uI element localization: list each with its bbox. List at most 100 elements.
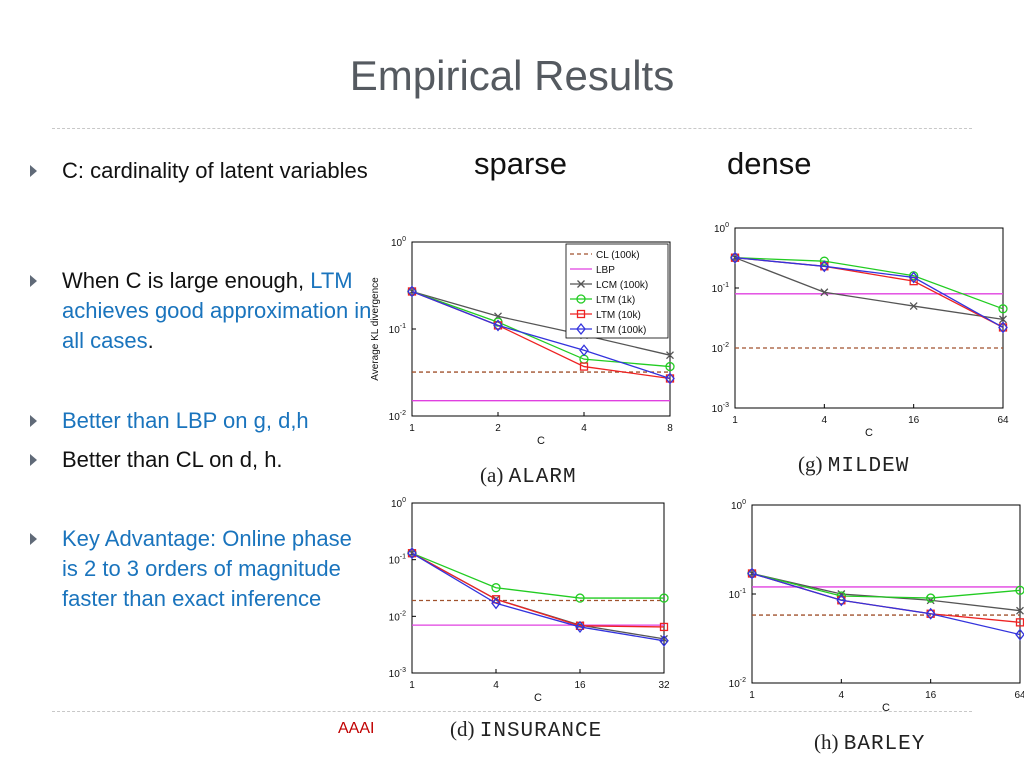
- x-tick-label: 4: [493, 680, 499, 691]
- data-point: [659, 593, 669, 603]
- data-point: [577, 280, 585, 288]
- legend-label: LTM (10k): [596, 310, 641, 321]
- dense-column-heading: dense: [727, 146, 812, 181]
- series-line: [411, 290, 671, 380]
- legend-label: LTM (1k): [596, 295, 635, 306]
- series-line: [411, 552, 665, 642]
- data-point: [666, 351, 674, 360]
- bullet-text: Better than LBP on g, d,h: [62, 408, 309, 433]
- bullet-text-plain: When C is large enough,: [62, 268, 305, 293]
- y-tick-exponent: -1: [400, 554, 406, 561]
- footer-text: AAAI: [338, 720, 375, 737]
- bullet-text: When C is large enough, LTM achieves goo…: [62, 266, 382, 356]
- data-point: [1016, 606, 1024, 615]
- data-point: [908, 271, 919, 284]
- y-tick-label: 100: [731, 499, 746, 512]
- plot-frame: [734, 227, 1004, 409]
- data-point: [730, 251, 740, 264]
- triangle-bullet-icon: [30, 533, 37, 545]
- legend-label: LTM (100k): [596, 325, 646, 336]
- bullet-text: Key Advantage: Online phase is 2 to 3 or…: [62, 526, 352, 611]
- x-axis-label: C: [865, 427, 873, 439]
- y-tick-label: 10-1: [729, 588, 746, 601]
- caption-name: MILDEW: [827, 455, 910, 478]
- x-tick-label: 64: [997, 415, 1009, 426]
- top-divider: [52, 128, 972, 129]
- y-tick-exponent: -2: [400, 410, 406, 417]
- caption-barley: (h) BARLEY: [814, 730, 925, 756]
- data-point: [999, 315, 1007, 324]
- slide-title: Empirical Results: [349, 52, 675, 99]
- data-point: [491, 597, 501, 610]
- y-tick-exponent: 0: [402, 236, 406, 243]
- data-point: [660, 634, 668, 643]
- y-tick-exponent: -2: [740, 677, 746, 684]
- data-point: [579, 362, 589, 371]
- data-point: [576, 294, 586, 304]
- series-line: [411, 552, 665, 628]
- triangle-bullet-icon: [30, 454, 37, 466]
- legend-box: [565, 243, 669, 339]
- y-tick-exponent: -1: [400, 323, 406, 330]
- data-point: [493, 319, 503, 332]
- caption-alarm: (a) ALARM: [480, 463, 577, 489]
- triangle-bullet-icon: [30, 165, 37, 177]
- data-point: [407, 285, 417, 298]
- y-tick-exponent: -2: [723, 342, 729, 349]
- series-line: [734, 257, 1004, 329]
- caption-mildew: (g) MILDEW: [798, 452, 909, 478]
- x-axis-label: C: [534, 692, 542, 704]
- series-line: [411, 290, 671, 356]
- y-tick-exponent: 0: [742, 499, 746, 506]
- triangle-bullet-icon: [30, 275, 37, 287]
- x-tick-label: 32: [658, 680, 670, 691]
- series-line: [751, 572, 1021, 636]
- series-line: [734, 257, 1004, 310]
- data-point: [925, 607, 936, 620]
- legend-label: LBP: [596, 265, 615, 276]
- data-point: [1015, 628, 1024, 641]
- series-line: [411, 290, 671, 368]
- data-point: [659, 622, 669, 632]
- bullet-text: Better than CL on d, h.: [62, 447, 283, 472]
- caption-name: BARLEY: [843, 733, 926, 756]
- y-tick-exponent: 0: [402, 497, 406, 504]
- x-tick-label: 1: [732, 415, 738, 426]
- x-axis-label: C: [537, 435, 545, 447]
- data-point: [820, 288, 829, 297]
- series-ltm-100k: [407, 547, 669, 647]
- data-point: [579, 344, 589, 357]
- data-point: [491, 583, 501, 593]
- x-tick-label: 16: [908, 415, 920, 426]
- x-tick-label: 2: [495, 423, 501, 434]
- bullet-text: C: cardinality of latent variables: [62, 158, 368, 183]
- x-tick-label: 1: [749, 690, 755, 701]
- y-tick-exponent: -2: [400, 610, 406, 617]
- legend-label: CL (100k): [596, 250, 640, 261]
- caption-letter: (g): [798, 452, 823, 476]
- x-axis-label: C: [882, 702, 890, 714]
- legend-label: LCM (100k): [596, 280, 648, 291]
- data-point: [665, 372, 675, 385]
- data-point: [575, 620, 585, 633]
- data-point: [998, 304, 1008, 314]
- data-point: [926, 593, 936, 603]
- x-tick-label: 4: [839, 690, 845, 701]
- caption-name: INSURANCE: [479, 720, 603, 743]
- sparse-column-heading: sparse: [474, 146, 568, 181]
- series-ltm-100k: [730, 251, 1008, 334]
- y-tick-exponent: 0: [725, 222, 729, 229]
- data-point: [819, 260, 830, 273]
- x-tick-label: 16: [574, 680, 586, 691]
- data-point: [665, 361, 675, 372]
- x-tick-label: 1: [409, 423, 415, 434]
- series-ltm-100k: [747, 567, 1024, 641]
- data-point: [576, 309, 586, 319]
- bullet-text-end: .: [147, 328, 154, 353]
- data-point: [909, 302, 918, 311]
- data-point: [1015, 585, 1024, 595]
- plot-frame: [411, 502, 665, 674]
- series-line: [751, 572, 1021, 599]
